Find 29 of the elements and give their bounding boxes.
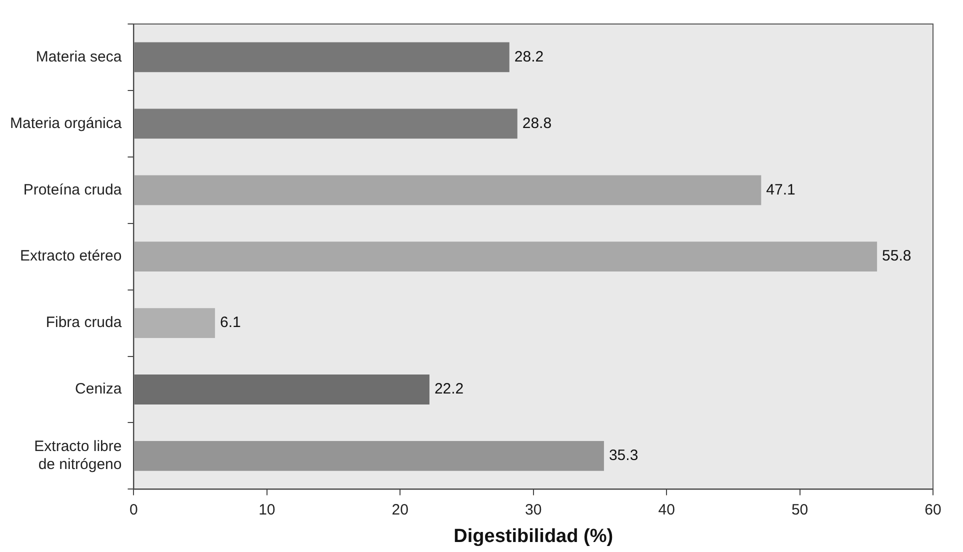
y-tick-label: Extracto etéreo — [20, 248, 122, 265]
x-tick-label: 60 — [924, 501, 942, 518]
y-tick-label: Extracto libre de nitrógeno — [34, 438, 122, 474]
y-tick-label: Ceniza — [75, 380, 122, 398]
y-tick-label: Materia orgánica — [10, 114, 122, 132]
bar — [134, 308, 215, 338]
bar — [134, 374, 430, 404]
data-label: 6.1 — [220, 314, 241, 332]
x-tick-label: 50 — [791, 501, 808, 518]
x-axis-title: Digestibilidad (%) — [454, 526, 614, 547]
bar — [134, 175, 762, 206]
data-label: 22.2 — [434, 380, 464, 398]
bar — [134, 242, 878, 272]
y-tick-label: Fibra cruda — [46, 314, 122, 332]
data-label: 55.8 — [882, 248, 912, 265]
bar — [134, 42, 510, 72]
bar — [134, 441, 604, 471]
x-tick-label: 10 — [258, 501, 276, 518]
data-label: 47.1 — [766, 181, 796, 198]
data-label: 35.3 — [608, 447, 638, 464]
data-label: 28.8 — [522, 114, 552, 132]
bar — [134, 108, 518, 139]
y-tick-label: Proteína cruda — [23, 181, 122, 198]
x-tick-label: 0 — [130, 501, 138, 518]
x-tick-label: 40 — [658, 501, 675, 518]
data-label: 28.2 — [514, 48, 544, 66]
y-tick-label: Materia seca — [36, 48, 122, 66]
x-tick-label: 20 — [392, 501, 408, 518]
x-tick-label: 30 — [525, 501, 542, 518]
